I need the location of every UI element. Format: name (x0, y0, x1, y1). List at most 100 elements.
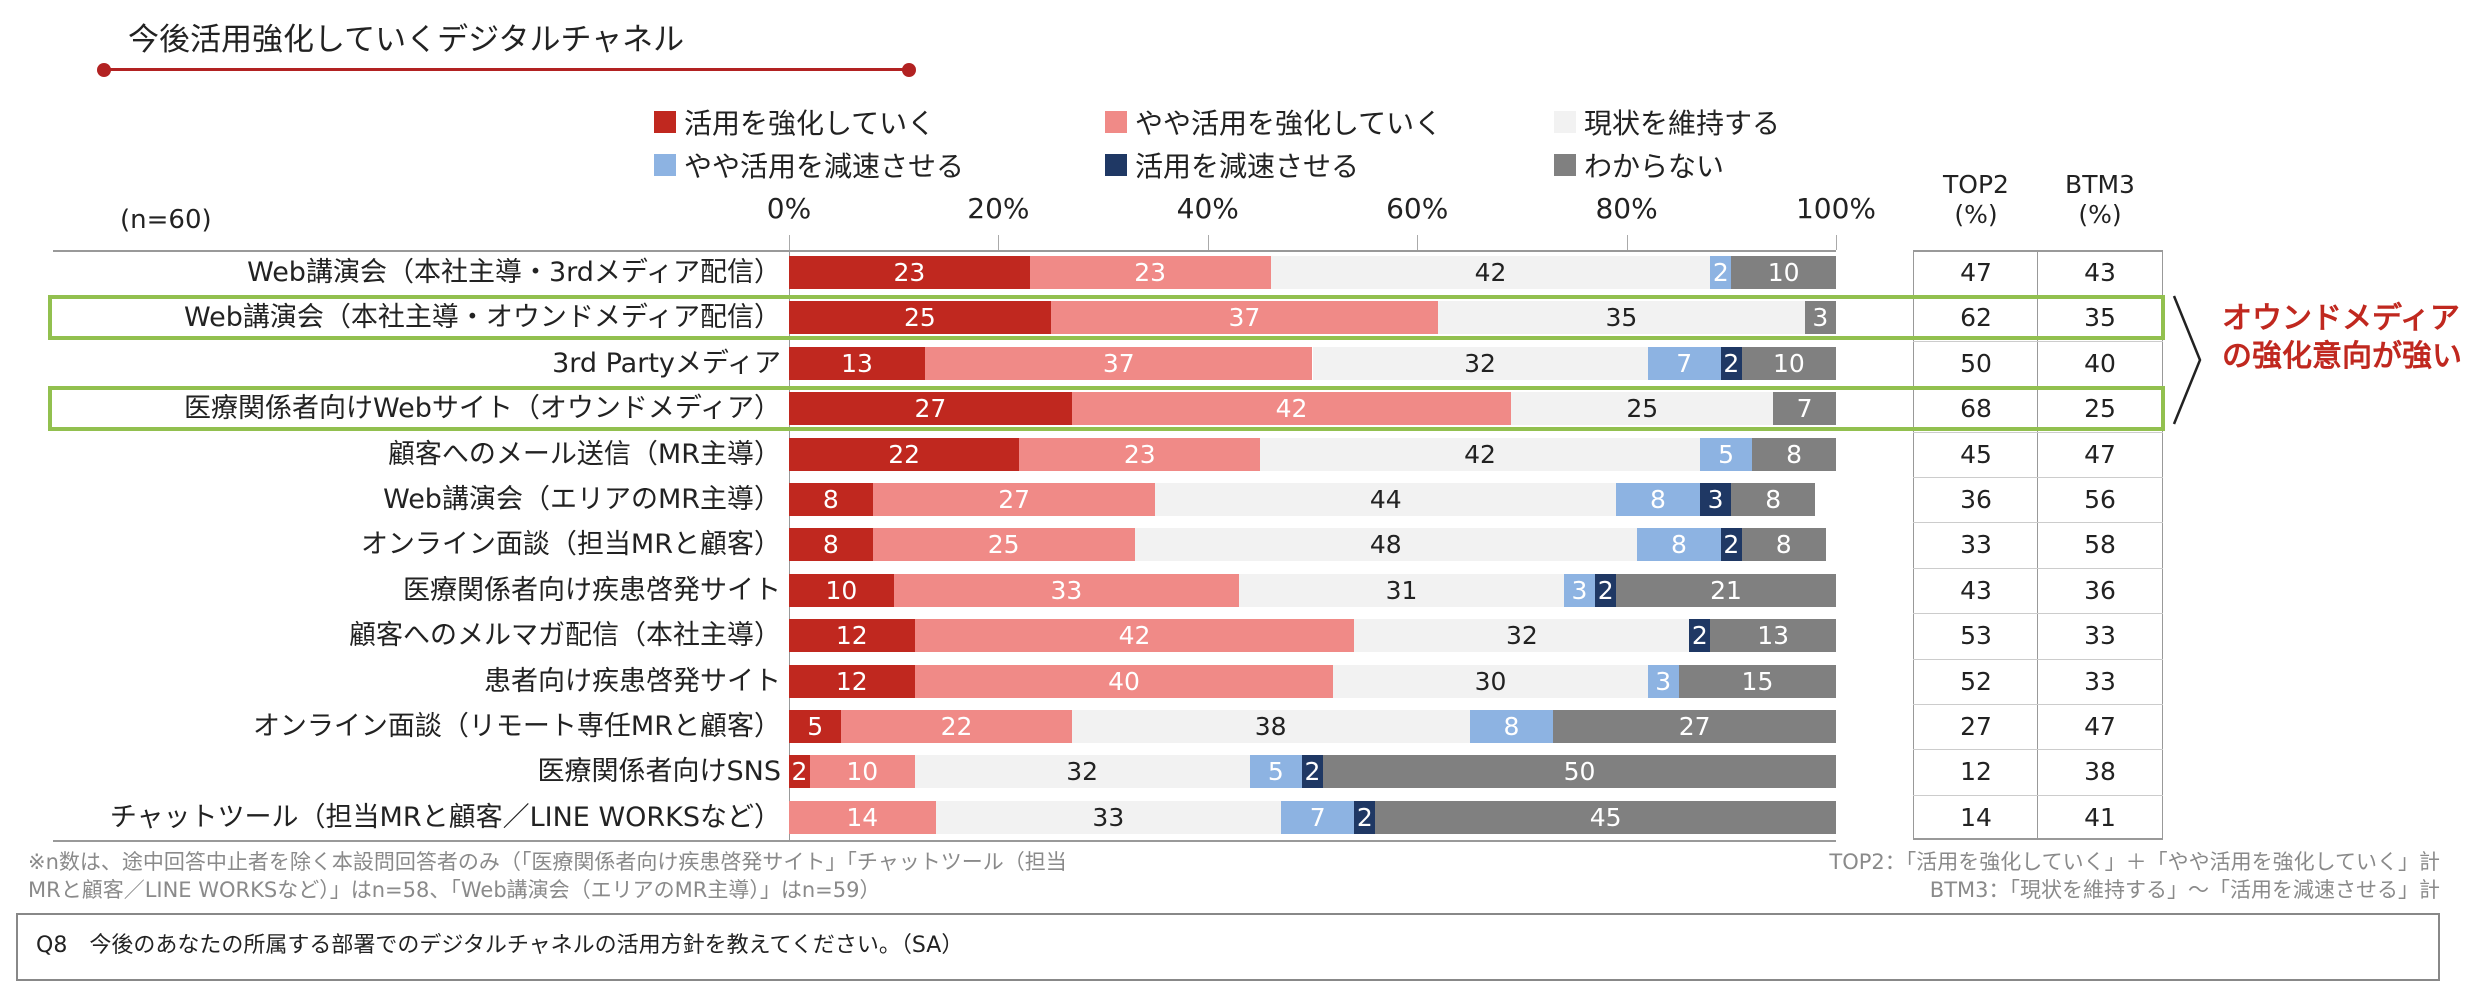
top2-header: TOP2 (%) (1913, 170, 2039, 230)
legend-label: やや活用を強化していく (1135, 107, 1443, 140)
top2-value: 45 (1960, 439, 1992, 469)
legend-label: 活用を強化していく (684, 107, 936, 140)
bar-segment: 8 (1637, 528, 1721, 562)
bar-segment: 7 (1647, 346, 1721, 380)
bar-segment: 8 (1731, 483, 1816, 516)
callout-line: の強化意向が強い (2222, 339, 2462, 374)
bar-segment: 27 (1553, 710, 1836, 743)
top2-value: 14 (1960, 802, 1992, 832)
bar-segment: 42 (1071, 392, 1512, 426)
bar-segment: 7 (1773, 392, 1836, 426)
x-tick-label: 80% (1595, 192, 1658, 225)
btm3-value: 36 (2084, 575, 2116, 605)
bar-row: 3rd Partyメディア 13 37 32 7 2 10 50 40 (53, 341, 2163, 386)
footnote-line: TOP2：「活用を強化していく」＋「やや活用を強化していく」計 (1829, 850, 2440, 874)
top2-header-label: TOP2 (1943, 170, 2009, 199)
btm3-value: 41 (2084, 802, 2116, 832)
highlight-box (48, 295, 2165, 341)
bar-row: 医療関係者向け疾患啓発サイト 10 33 31 3 2 21 43 36 (53, 568, 2163, 613)
bar-segment: 10 (809, 755, 915, 789)
row-divider (1913, 658, 2163, 660)
bar-segment: 8 (789, 483, 873, 516)
category-label: 顧客へのメール送信（MR主導） (387, 438, 781, 470)
category-label: Web講演会（本社主導・3rdメディア配信） (247, 257, 781, 288)
bar-segment: 5 (1249, 755, 1303, 789)
sample-size: (n=60) (120, 205, 212, 235)
title-underline (104, 68, 909, 71)
callout-bracket (2172, 295, 2202, 425)
top2-value: 52 (1960, 666, 1992, 696)
row-divider (1913, 477, 2163, 478)
bar-segment: 3 (1563, 573, 1596, 607)
bar-row: Web講演会（本社主導・オウンドメディア配信） 25 37 35 3 62 35 (53, 295, 2163, 340)
row-divider (1913, 749, 2163, 751)
category-label: 医療関係者向けSNS (537, 756, 781, 788)
category-label: Web講演会（エリアのMR主導） (383, 484, 781, 515)
bar-segment: 42 (1260, 437, 1700, 471)
bar-segment: 2 (1720, 346, 1742, 380)
bar-row: 患者向け疾患啓発サイト 12 40 30 3 15 52 33 (53, 659, 2163, 704)
row-divider (1913, 431, 2163, 433)
top2-value: 53 (1960, 621, 1992, 651)
callout-line: オウンドメディア (2222, 301, 2460, 336)
bar-segment: 5 (1699, 437, 1753, 471)
bar-segment: 27 (789, 392, 1072, 426)
bar-segment: 30 (1333, 664, 1648, 698)
footnote-line: MRと顧客／LINE WORKSなど）」はn=58、「Web講演会（エリアのMR… (28, 878, 881, 902)
legend-label: わからない (1584, 150, 1725, 183)
top2-value: 43 (1960, 575, 1992, 605)
btm3-value: 38 (2084, 757, 2116, 787)
bar-segment: 2 (1689, 619, 1711, 653)
bar-segment: 14 (789, 800, 936, 834)
bar-segment: 8 (1616, 483, 1700, 516)
x-tick-label: 20% (967, 192, 1030, 225)
btm3-value: 25 (2084, 394, 2116, 424)
row-divider (1913, 567, 2163, 569)
bar-segment: 44 (1155, 483, 1617, 516)
bar-segment: 27 (872, 483, 1156, 516)
row-divider (1913, 340, 2163, 342)
bar-segment: 31 (1239, 573, 1564, 607)
category-label: チャットツール（担当MRと顧客／LINE WORKSなど） (109, 801, 781, 833)
bar-segment: 42 (914, 619, 1355, 653)
bar-segment: 40 (914, 664, 1334, 698)
question-box: Q8 今後のあなたの所属する部署でのデジタルチャネルの活用方針を教えてください。… (16, 913, 2440, 981)
top2-value: 33 (1960, 530, 1992, 560)
bar-segment: 3 (1804, 301, 1836, 335)
underline-dot (97, 63, 111, 77)
bar-segment: 42 (1270, 256, 1711, 289)
bar-segment: 32 (1312, 346, 1648, 380)
btm3-value: 33 (2084, 666, 2116, 696)
legend-item: 現状を維持する (1554, 102, 1780, 142)
bar-segment: 38 (1071, 710, 1470, 743)
row-divider (1913, 613, 2163, 615)
bar-segment: 13 (1710, 619, 1836, 653)
legend-item: やや活用を強化していく (1105, 102, 1442, 142)
chart-title: 今後活用強化していくデジタルチャネル (128, 22, 685, 58)
category-label: 医療関係者向け疾患啓発サイト (403, 574, 781, 606)
row-divider (1913, 522, 2163, 524)
legend-item: 活用を減速させる (1105, 145, 1359, 185)
bar-row: Web講演会（エリアのMR主導） 8 27 44 8 3 8 36 56 (53, 477, 2163, 522)
top2-value: 68 (1960, 394, 1992, 424)
bar-segment: 50 (1322, 755, 1836, 789)
x-tick-label: 0% (766, 192, 812, 225)
btm3-header-unit: (%) (2078, 200, 2122, 229)
bar-segment: 37 (925, 346, 1313, 380)
legend-item: やや活用を減速させる (654, 145, 964, 185)
bar-segment: 13 (789, 346, 926, 380)
gridline (1836, 235, 1837, 250)
bar-row: 顧客へのメール送信（MR主導） 22 23 42 5 8 45 47 (53, 432, 2163, 477)
x-tick-label: 40% (1176, 192, 1239, 225)
bar-segment: 23 (789, 256, 1030, 289)
bar-segment: 7 (1281, 800, 1355, 834)
bar-segment: 5 (789, 710, 842, 743)
bar-segment: 10 (1731, 256, 1836, 289)
btm3-value: 33 (2084, 621, 2116, 651)
btm3-value: 47 (2084, 712, 2116, 741)
bar-segment: 8 (1469, 710, 1554, 743)
bar-segment: 2 (1710, 256, 1732, 289)
bar-segment: 3 (1647, 664, 1679, 698)
legend-swatch (1554, 111, 1576, 133)
bar-row: チャットツール（担当MRと顧客／LINE WORKSなど） 14 33 7 2 45 14 4… (53, 795, 2163, 840)
